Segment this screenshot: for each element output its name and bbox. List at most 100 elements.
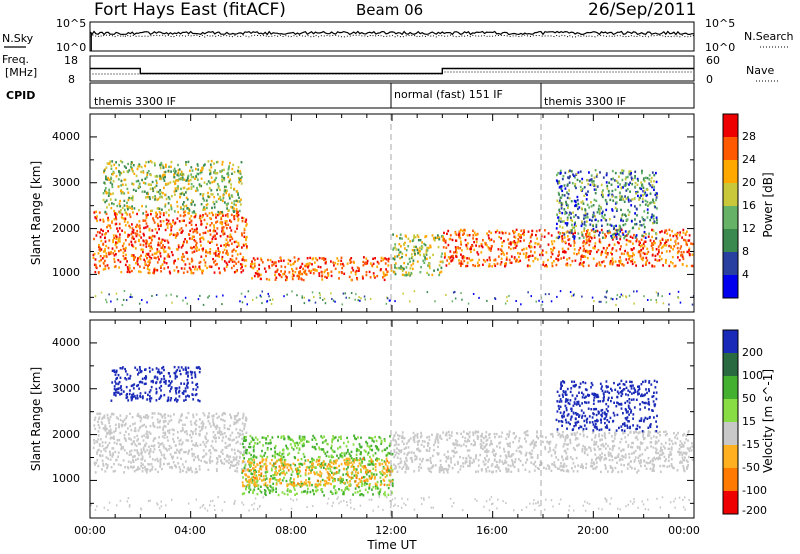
- data-cell: [188, 217, 191, 220]
- data-cell: [531, 254, 534, 257]
- data-cell: [130, 438, 132, 441]
- data-cell: [105, 244, 108, 248]
- data-cell: [136, 468, 139, 471]
- data-cell: [535, 229, 538, 233]
- data-cell: [154, 458, 157, 462]
- data-cell: [167, 202, 170, 205]
- data-cell: [168, 214, 170, 217]
- data-cell: [558, 201, 561, 204]
- data-cell: [601, 250, 604, 253]
- data-cell: [118, 380, 121, 384]
- data-cell: [209, 449, 211, 452]
- data-cell: [388, 444, 391, 448]
- data-cell: [684, 239, 687, 242]
- data-cell: [108, 293, 110, 296]
- data-cell: [109, 425, 111, 428]
- data-cell: [584, 250, 587, 253]
- data-cell: [438, 273, 441, 277]
- data-cell: [473, 240, 475, 244]
- data-cell: [151, 180, 154, 184]
- data-cell: [159, 166, 162, 170]
- data-cell: [609, 198, 612, 202]
- data-cell: [178, 391, 180, 394]
- data-cell: [324, 275, 326, 279]
- data-cell: [366, 259, 369, 263]
- data-cell: [94, 270, 97, 274]
- data-cell: [287, 258, 290, 262]
- data-cell: [592, 246, 595, 249]
- data-cell: [215, 462, 218, 465]
- data-cell: [239, 433, 242, 437]
- data-cell: [360, 436, 362, 439]
- data-cell: [205, 226, 208, 229]
- data-cell: [167, 246, 170, 249]
- data-cell: [463, 228, 466, 232]
- data-cell: [202, 249, 204, 252]
- data-cell: [196, 444, 199, 447]
- data-cell: [349, 454, 352, 458]
- data-cell: [375, 447, 378, 450]
- data-cell: [367, 451, 370, 454]
- data-cell: [618, 224, 621, 227]
- data-cell: [150, 385, 153, 389]
- data-cell: [333, 450, 336, 453]
- data-cell: [208, 295, 210, 297]
- data-cell: [586, 212, 589, 216]
- data-cell: [230, 205, 233, 209]
- data-cell: [146, 433, 149, 436]
- data-cell: [530, 295, 532, 298]
- data-cell: [186, 432, 188, 436]
- data-cell: [286, 489, 289, 492]
- data-cell: [280, 464, 283, 467]
- data-cell: [467, 242, 469, 245]
- data-cell: [214, 263, 217, 266]
- data-cell: [332, 261, 335, 264]
- data-cell: [620, 208, 622, 212]
- data-cell: [245, 416, 247, 419]
- data-cell: [568, 231, 571, 234]
- data-cell: [228, 244, 230, 247]
- data-cell: [128, 437, 131, 440]
- data-cell: [559, 169, 562, 172]
- data-cell: [210, 444, 213, 448]
- data-cell: [191, 235, 194, 238]
- data-cell: [330, 292, 332, 295]
- data-cell: [493, 263, 496, 266]
- data-cell: [357, 436, 359, 439]
- data-cell: [614, 206, 617, 210]
- data-cell: [380, 442, 383, 445]
- data-cell: [195, 427, 197, 431]
- data-cell: [592, 204, 595, 207]
- data-cell: [403, 243, 405, 246]
- data-cell: [163, 375, 165, 378]
- data-cell: [194, 455, 197, 459]
- data-cell: [542, 263, 545, 266]
- data-cell: [109, 160, 112, 163]
- data-cell: [395, 234, 398, 238]
- data-cell: [207, 240, 210, 243]
- data-cell: [140, 248, 143, 251]
- data-cell: [202, 193, 205, 196]
- data-cell: [660, 246, 663, 250]
- data-cell: [509, 261, 512, 264]
- data-cell: [131, 237, 134, 240]
- power-x-ticks: [89, 114, 695, 312]
- data-cell: [422, 259, 425, 262]
- data-cell: [164, 228, 167, 232]
- data-cell: [546, 265, 548, 268]
- data-cell: [181, 441, 184, 444]
- data-cell: [580, 255, 583, 258]
- data-cell: [154, 175, 157, 178]
- data-cell: [181, 391, 184, 395]
- data-cell: [114, 423, 117, 426]
- data-cell: [298, 471, 301, 475]
- data-cell: [494, 258, 497, 262]
- data-cell: [214, 171, 216, 175]
- data-cell: [443, 256, 446, 259]
- data-cell: [202, 422, 205, 426]
- data-cell: [184, 390, 187, 393]
- data-cell: [354, 298, 356, 301]
- data-cell: [172, 233, 175, 237]
- data-cell: [629, 235, 632, 238]
- data-cell: [192, 431, 194, 434]
